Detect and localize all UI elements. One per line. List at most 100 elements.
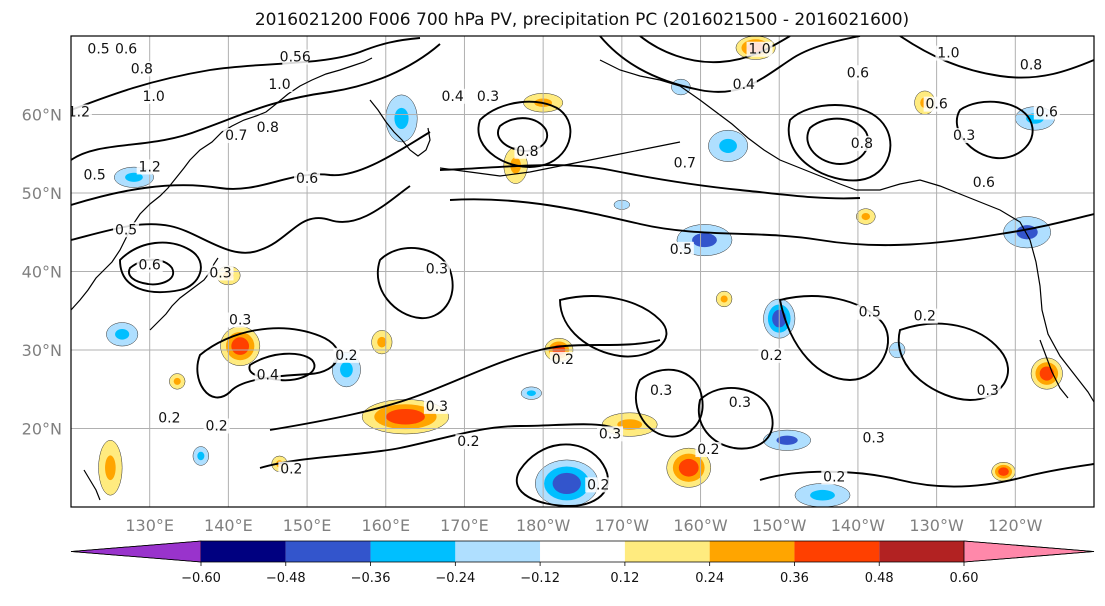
contour-label-bg	[597, 426, 624, 442]
colorbar-segment	[879, 541, 964, 562]
contour-label: 0.2	[697, 442, 719, 458]
contour-label-bg	[856, 304, 883, 320]
colorbar-tick-labels: −0.60 −0.48 −0.36 −0.24 −0.12 0.12 0.24 0.36 0.4…	[181, 562, 978, 586]
contour-label: 0.6	[1036, 105, 1058, 121]
contour-label: 0.5	[859, 305, 881, 321]
precip-blob	[678, 458, 699, 477]
contour-label: 0.8	[516, 144, 538, 160]
contour-label-bg	[549, 351, 576, 367]
contour-label-bg	[585, 477, 612, 493]
precip-blob	[385, 408, 425, 425]
contour-label-bg	[207, 265, 234, 281]
contour-label: 0.5	[87, 42, 109, 58]
contour-label-bg	[821, 469, 848, 485]
contour-label: 0.6	[115, 42, 137, 58]
longitude-label: 150°E	[283, 516, 332, 535]
contour-label-bg	[695, 442, 722, 458]
contour-label: 1.0	[142, 89, 164, 105]
contour-label: 0.3	[977, 383, 999, 399]
contour-label-bg	[423, 261, 450, 277]
contour-label-bg	[455, 434, 482, 450]
contour-label-bg	[923, 96, 950, 112]
contour-label-bg	[671, 155, 698, 171]
contour-label: 0.2	[158, 411, 180, 427]
longitude-label: 180°W	[516, 516, 571, 535]
longitude-label: 140°E	[204, 516, 253, 535]
graticule	[71, 36, 1094, 507]
precip-blob	[231, 337, 250, 355]
contour-label: 0.2	[457, 434, 479, 450]
precip-blob	[998, 467, 1009, 476]
contour-label: 0.6	[925, 97, 947, 113]
precip-blob	[719, 138, 737, 153]
contour-label: 0.5	[115, 222, 137, 238]
contour-label: 1.0	[268, 77, 290, 93]
contour-label: 0.7	[225, 128, 247, 144]
contour-label-bg	[136, 159, 163, 175]
colorbar-segment	[540, 541, 625, 562]
colorbar-extend-high	[963, 540, 1095, 563]
contour-label: 0.3	[477, 89, 499, 105]
contour-label: 0.3	[209, 265, 231, 281]
map-title: 2016021200 F006 700 hPa PV, precipitatio…	[255, 10, 909, 30]
contour-label-bg	[85, 41, 112, 57]
contour-label: 0.2	[823, 470, 845, 486]
precip-blob	[125, 172, 143, 182]
contour-label: 1.0	[937, 46, 959, 62]
colorbar-segment	[624, 541, 710, 562]
longitude-label: 170°W	[595, 516, 650, 535]
contour-label: 0.3	[953, 128, 975, 144]
contour-label: 0.6	[139, 258, 161, 274]
contour-label-bg	[203, 418, 230, 434]
contour-label: 0.2	[914, 309, 936, 325]
contour-label-bg	[71, 104, 92, 120]
contour-label-bg	[860, 430, 887, 446]
contour-label-bg	[648, 383, 675, 399]
contour-label: 0.2	[335, 348, 357, 364]
contour-label-bg	[848, 135, 875, 151]
contour-label-bg	[254, 367, 281, 383]
contour-label: 0.4	[442, 89, 464, 105]
longitude-label: 140°W	[831, 516, 886, 535]
colorbar	[70, 540, 1095, 563]
contour-label: 0.2	[552, 352, 574, 368]
contour-label: 1.2	[68, 105, 90, 121]
contour-label-bg	[726, 394, 753, 410]
map-area: 0.5 0.6 0.8 1.0 1.2 1.2 0.5 0.7 0.8 0.6 0.56 1.0 0.5…	[68, 36, 1094, 507]
contour-label-bg	[935, 45, 962, 61]
contour-label-bg	[136, 257, 163, 273]
latitude-label: 20°N	[22, 420, 62, 439]
contour-label: 0.4	[257, 367, 279, 383]
longitude-labels: 130°E 140°E 150°E 160°E 170°E 180°W 170°W 160°W…	[125, 516, 1042, 535]
longitude-label: 150°W	[752, 516, 807, 535]
longitude-label: 160°W	[673, 516, 728, 535]
contour-label-bg	[423, 398, 450, 414]
contour-label: 0.4	[733, 77, 755, 93]
precip-blob	[617, 419, 643, 430]
coastline-baja	[1039, 339, 1069, 399]
colorbar-tick-label: −0.48	[266, 571, 306, 586]
precip-blob	[197, 451, 205, 461]
precip-blob	[340, 361, 353, 378]
contour-label-bg	[294, 171, 321, 187]
coastline-kamchatka	[369, 99, 431, 157]
contour-label-bg	[254, 120, 281, 136]
latitude-label: 50°N	[22, 184, 62, 203]
colorbar-segment	[794, 541, 880, 562]
colorbar-tick-label: 0.60	[950, 571, 979, 586]
latitude-label: 40°N	[22, 263, 62, 282]
contour-label-bg	[970, 175, 997, 191]
contour-label-bg	[746, 41, 773, 57]
precip-blob	[377, 336, 387, 348]
latitude-label: 60°N	[22, 106, 62, 125]
precip-blob	[552, 472, 581, 495]
contour-label-bg	[951, 128, 978, 144]
contour-label: 0.5	[83, 167, 105, 183]
contour-label-bg	[227, 312, 254, 328]
colorbar-tick-label: 0.24	[695, 571, 724, 586]
colorbar-tick-label: 0.12	[610, 571, 639, 586]
contour-label: 0.2	[280, 462, 302, 478]
colorbar-segment	[201, 541, 286, 562]
contour-label-bg	[475, 88, 502, 104]
